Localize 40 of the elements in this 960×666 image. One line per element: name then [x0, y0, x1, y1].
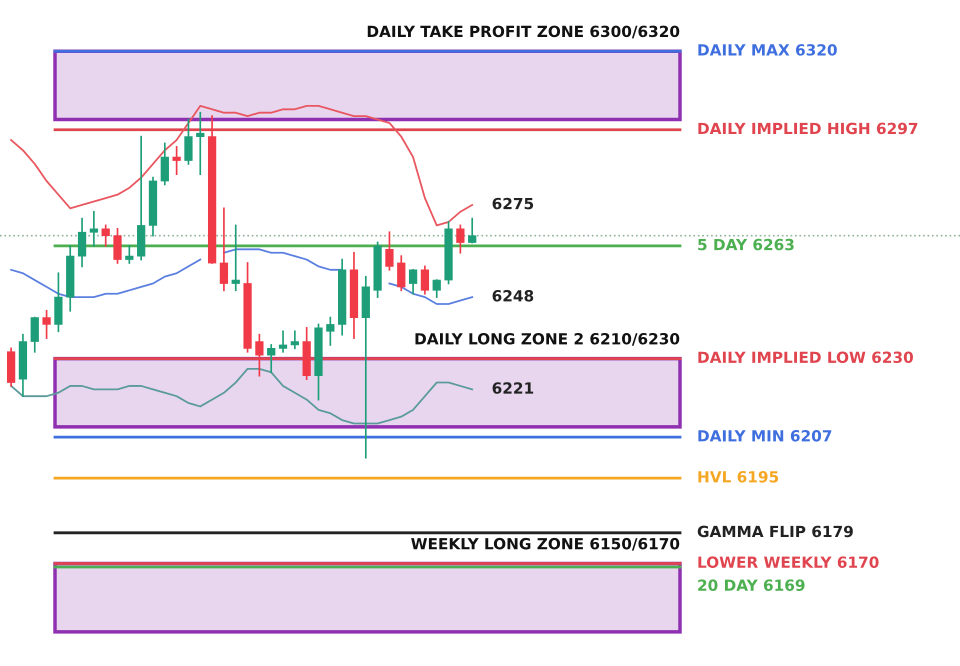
candlestick — [232, 224, 240, 292]
ref-line-label: 5 DAY 6263 — [698, 238, 794, 250]
candlestick — [468, 218, 476, 244]
ref-line-label: DAILY MAX 6320 — [698, 44, 837, 56]
candlestick — [125, 245, 134, 264]
candlestick — [255, 334, 264, 377]
ref-line-label: LOWER WEEKLY 6170 — [698, 556, 879, 568]
ref-line-label: DAILY IMPLIED HIGH 6297 — [698, 122, 918, 134]
ref-line-label: DAILY IMPLIED LOW 6230 — [698, 351, 913, 364]
candlestick — [290, 330, 299, 350]
candlestick — [42, 310, 51, 339]
candlestick — [102, 224, 110, 247]
band-label: DAILY LONG ZONE 2 6210/6230 — [415, 332, 680, 346]
data-label: 6248 — [492, 290, 534, 302]
candlestick — [456, 224, 465, 254]
ref-line-label: 20 DAY 6169 — [698, 579, 805, 591]
candlestick — [113, 228, 122, 264]
ref-line-label: HVL 6195 — [698, 471, 778, 483]
ref-line-label: DAILY MIN 6207 — [698, 430, 832, 442]
candlestick — [78, 218, 86, 268]
ref-line-label: GAMMA FLIP 6179 — [698, 526, 853, 538]
data-label: 6221 — [492, 382, 534, 394]
band-label: DAILY TAKE PROFIT ZONE 6300/6320 — [368, 26, 680, 38]
band-label: WEEKLY LONG ZONE 6150/6170 — [411, 538, 680, 551]
candlestick — [196, 112, 204, 176]
candlestick — [30, 316, 39, 353]
candlestick — [420, 266, 430, 295]
candlestick — [326, 316, 334, 346]
candlestick — [184, 118, 193, 165]
data-label: 6275 — [492, 198, 534, 210]
candlestick — [278, 330, 288, 353]
candlestick — [397, 255, 406, 292]
candlestick — [432, 279, 441, 298]
candlestick — [385, 231, 394, 271]
candlestick — [267, 344, 276, 374]
candlestick — [160, 142, 169, 186]
candlestick — [172, 146, 181, 176]
candlestick — [90, 210, 98, 247]
candlestick — [408, 268, 418, 295]
candlestick — [220, 208, 228, 292]
